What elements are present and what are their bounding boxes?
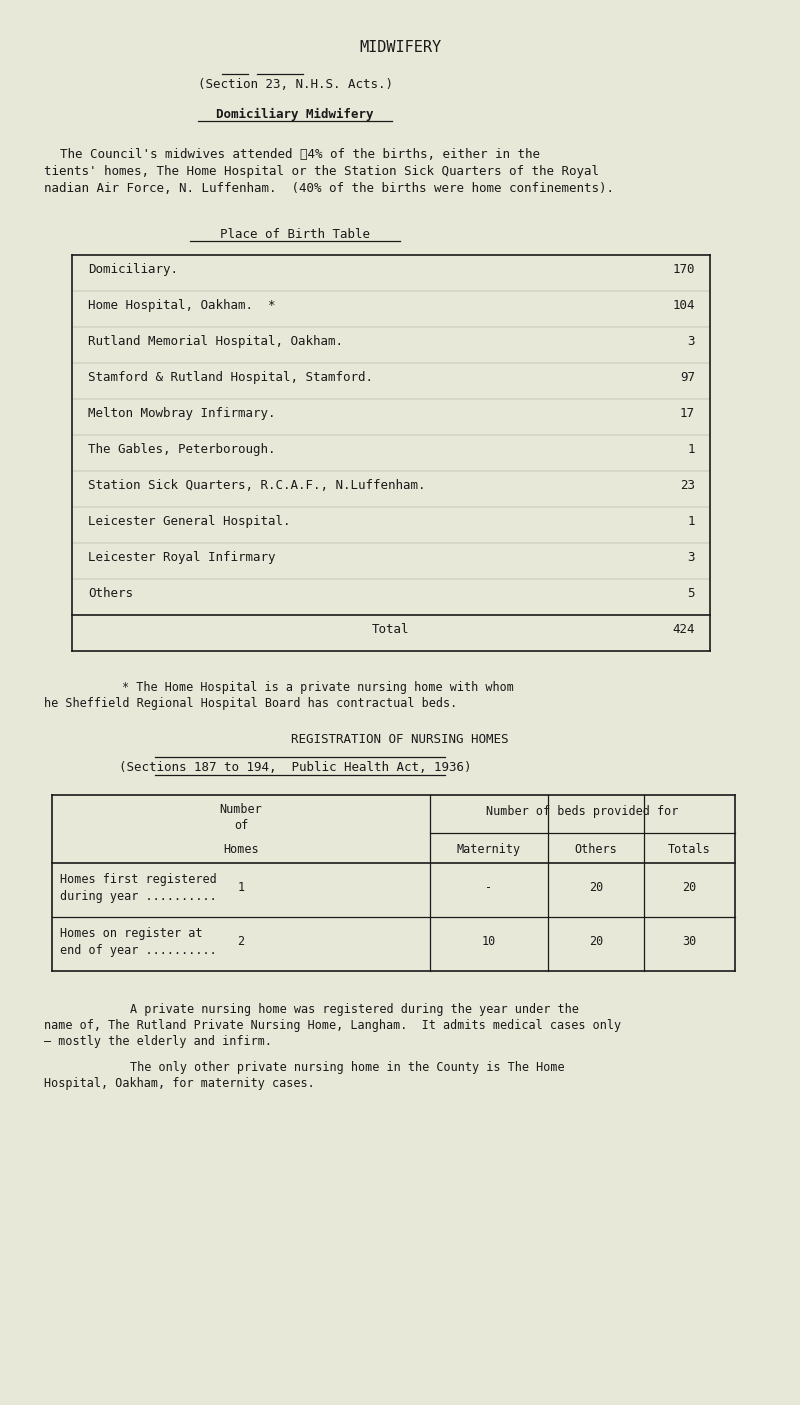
Text: A private nursing home was registered during the year under the: A private nursing home was registered du…	[130, 1003, 579, 1016]
Text: Others: Others	[574, 843, 618, 856]
Text: (Section 23, N.H.S. Acts.): (Section 23, N.H.S. Acts.)	[198, 79, 393, 91]
Text: Maternity: Maternity	[457, 843, 521, 856]
Text: Homes: Homes	[223, 843, 259, 856]
Text: 10: 10	[482, 934, 496, 948]
Text: end of year ..........: end of year ..........	[60, 944, 217, 957]
Text: Leicester General Hospital.: Leicester General Hospital.	[88, 516, 290, 528]
Text: Melton Mowbray Infirmary.: Melton Mowbray Infirmary.	[88, 407, 275, 420]
Text: The Council's midwives attended ⁤4% of the births, either in the: The Council's midwives attended ⁤4% of t…	[60, 148, 540, 162]
Text: 5: 5	[687, 587, 695, 600]
Text: 20: 20	[682, 881, 697, 894]
Text: Homes first registered: Homes first registered	[60, 873, 217, 887]
Text: Domiciliary Midwifery: Domiciliary Midwifery	[216, 108, 374, 121]
Text: 104: 104	[673, 299, 695, 312]
Text: 3: 3	[687, 551, 695, 563]
Text: The only other private nursing home in the County is The Home: The only other private nursing home in t…	[130, 1061, 565, 1073]
Text: 424: 424	[673, 622, 695, 636]
Text: Others: Others	[88, 587, 133, 600]
Text: Totals: Totals	[668, 843, 711, 856]
Text: -: -	[486, 881, 493, 894]
Text: (Sections 187 to 194,  Public Health Act, 1936): (Sections 187 to 194, Public Health Act,…	[118, 762, 471, 774]
Text: Number: Number	[220, 804, 262, 816]
Text: Stamford & Rutland Hospital, Stamford.: Stamford & Rutland Hospital, Stamford.	[88, 371, 373, 384]
Text: Rutland Memorial Hospital, Oakham.: Rutland Memorial Hospital, Oakham.	[88, 334, 343, 348]
Text: during year ..........: during year ..........	[60, 889, 217, 903]
Text: name of, The Rutland Private Nursing Home, Langham.  It admits medical cases onl: name of, The Rutland Private Nursing Hom…	[44, 1019, 621, 1033]
Text: 1: 1	[238, 881, 245, 894]
Text: 20: 20	[589, 934, 603, 948]
Text: 23: 23	[680, 479, 695, 492]
Text: 20: 20	[589, 881, 603, 894]
Text: Homes on register at: Homes on register at	[60, 927, 202, 940]
Text: 30: 30	[682, 934, 697, 948]
Text: 1: 1	[687, 443, 695, 457]
Text: 17: 17	[680, 407, 695, 420]
Text: 3: 3	[687, 334, 695, 348]
Text: Number of beds provided for: Number of beds provided for	[486, 805, 678, 818]
Text: The Gables, Peterborough.: The Gables, Peterborough.	[88, 443, 275, 457]
Text: * The Home Hospital is a private nursing home with whom: * The Home Hospital is a private nursing…	[122, 681, 514, 694]
Text: of: of	[234, 819, 248, 832]
Text: he Sheffield Regional Hospital Board has contractual beds.: he Sheffield Regional Hospital Board has…	[44, 697, 458, 710]
Text: nadian Air Force, N. Luffenham.  (40% of the births were home confinements).: nadian Air Force, N. Luffenham. (40% of …	[44, 183, 614, 195]
Text: Leicester Royal Infirmary: Leicester Royal Infirmary	[88, 551, 275, 563]
Text: tients' homes, The Home Hospital or the Station Sick Quarters of the Royal: tients' homes, The Home Hospital or the …	[44, 164, 599, 178]
Text: 170: 170	[673, 263, 695, 275]
Text: Station Sick Quarters, R.C.A.F., N.Luffenham.: Station Sick Quarters, R.C.A.F., N.Luffe…	[88, 479, 426, 492]
Text: Place of Birth Table: Place of Birth Table	[220, 228, 370, 242]
Text: Home Hospital, Oakham.  *: Home Hospital, Oakham. *	[88, 299, 275, 312]
Text: Hospital, Oakham, for maternity cases.: Hospital, Oakham, for maternity cases.	[44, 1078, 314, 1090]
Text: — mostly the elderly and infirm.: — mostly the elderly and infirm.	[44, 1035, 272, 1048]
Text: REGISTRATION OF NURSING HOMES: REGISTRATION OF NURSING HOMES	[291, 733, 509, 746]
Text: 97: 97	[680, 371, 695, 384]
Text: 1: 1	[687, 516, 695, 528]
Text: MIDWIFERY: MIDWIFERY	[359, 39, 441, 55]
Text: Total: Total	[371, 622, 409, 636]
Text: Domiciliary.: Domiciliary.	[88, 263, 178, 275]
Text: 2: 2	[238, 934, 245, 948]
